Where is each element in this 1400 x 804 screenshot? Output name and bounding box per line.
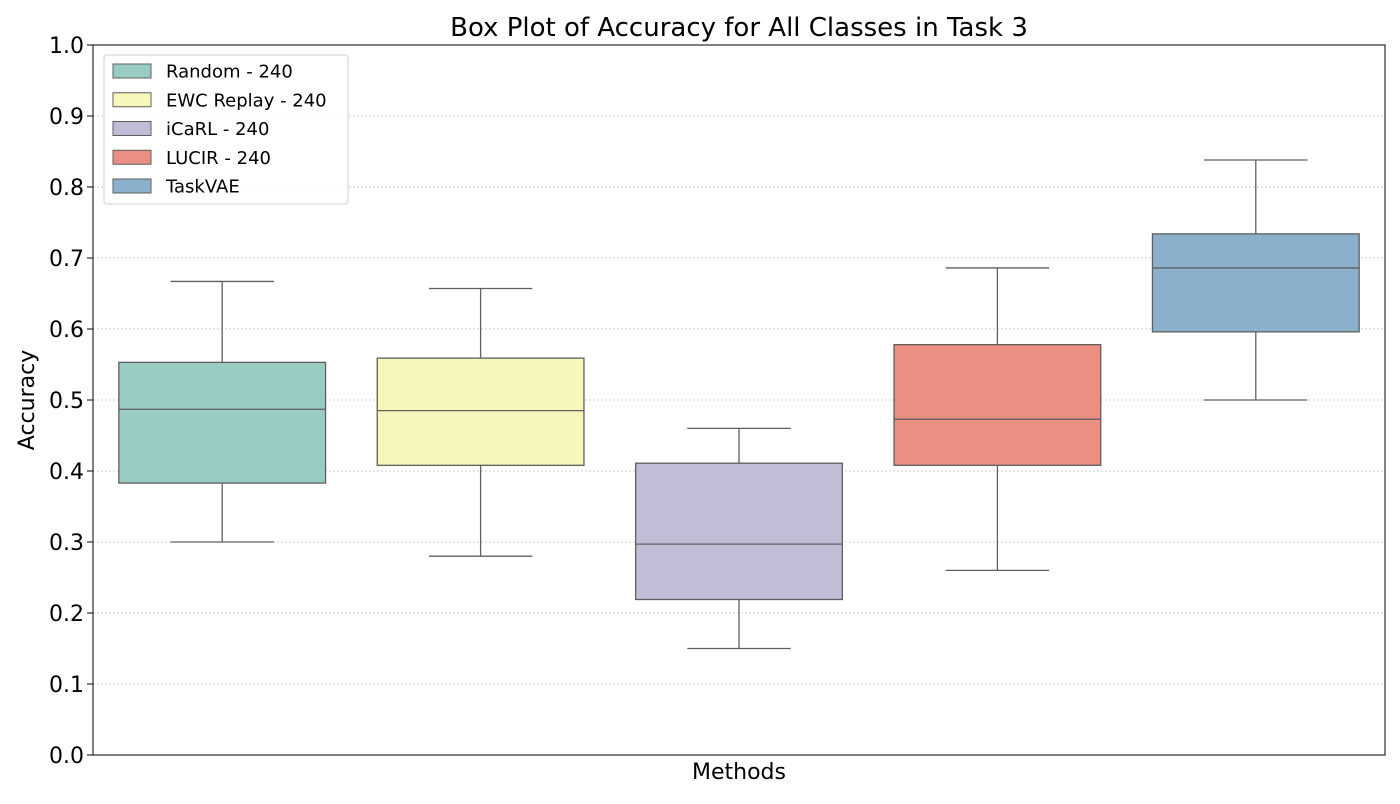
legend-swatch (112, 92, 152, 108)
legend-label: EWC Replay - 240 (166, 90, 327, 111)
legend-swatch (112, 178, 152, 194)
boxes (118, 159, 1360, 650)
chart-title: Box Plot of Accuracy for All Classes in … (450, 13, 1028, 43)
y-tick-label: 0.3 (49, 531, 84, 556)
y-tick-label: 1.0 (49, 34, 84, 59)
box-iqr (893, 343, 1102, 466)
y-tick-label: 0.9 (49, 105, 84, 130)
box-5 (1151, 159, 1360, 401)
y-tick-label: 0.6 (49, 318, 84, 343)
y-tick-label: 0.7 (49, 247, 84, 272)
legend-label: iCaRL - 240 (166, 119, 269, 140)
box-iqr (376, 357, 585, 466)
legend-label: LUCIR - 240 (166, 148, 271, 169)
box-1 (118, 280, 327, 543)
x-axis-label: Methods (692, 760, 786, 785)
y-tick-label: 0.1 (49, 673, 84, 698)
y-tick-label: 0.5 (49, 389, 84, 414)
legend-frame (103, 54, 349, 205)
box-2 (376, 287, 585, 557)
legend-label: Random - 240 (166, 62, 293, 83)
legend: Random - 240 EWC Replay - 240 iCaRL - 240 L… (103, 54, 349, 205)
box-4 (893, 267, 1102, 572)
box-iqr (1151, 233, 1360, 333)
y-tick-label: 0.0 (49, 744, 84, 769)
legend-swatch (112, 149, 152, 165)
y-tick-label: 0.8 (49, 176, 84, 201)
y-tick-label: 0.2 (49, 602, 84, 627)
legend-label: TaskVAE (165, 177, 240, 198)
box-iqr (634, 462, 844, 601)
box-3 (634, 427, 844, 650)
legend-swatch (112, 121, 152, 136)
y-axis-ticks: 0.0 0.1 0.2 0.3 0.4 0.5 0.6 0.7 0.8 0.9 1.0 (49, 34, 93, 769)
y-axis-label: Accuracy (15, 350, 40, 450)
y-tick-label: 0.4 (49, 460, 84, 485)
box-iqr (118, 361, 327, 484)
legend-swatch (112, 63, 152, 79)
